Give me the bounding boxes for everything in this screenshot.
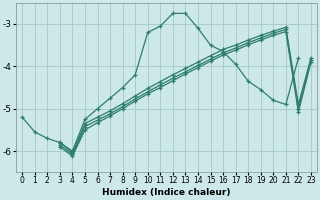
X-axis label: Humidex (Indice chaleur): Humidex (Indice chaleur) xyxy=(102,188,231,197)
